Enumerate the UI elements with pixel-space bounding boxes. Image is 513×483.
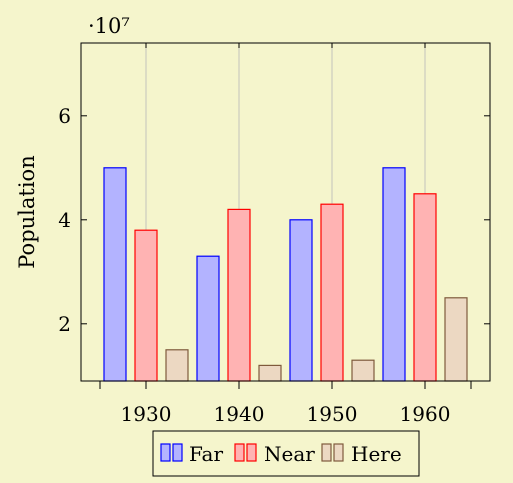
bar-near-1940 <box>227 208 251 382</box>
legend-swatch-near-a <box>234 443 245 462</box>
plot-frame <box>80 42 491 382</box>
y-tick-label-6: 6 <box>58 104 71 128</box>
y-tick-label-2: 2 <box>58 312 71 336</box>
y-tick-label-4: 4 <box>58 208 71 232</box>
legend-box <box>152 430 420 477</box>
bar-far-1930 <box>103 167 127 382</box>
legend-label-near: Near <box>264 442 315 466</box>
legend-swatch-here-a <box>321 443 332 462</box>
bar-here-1960 <box>444 297 468 382</box>
bar-near-1950 <box>320 203 344 382</box>
legend-swatch-here-b <box>333 443 344 462</box>
axis-ticks <box>81 43 490 389</box>
x-tick-label-1930: 1930 <box>121 402 172 426</box>
legend-label-far: Far <box>189 442 223 466</box>
bar-here-1940 <box>258 364 282 382</box>
bar-near-1930 <box>134 229 158 382</box>
legend-swatch-far-a <box>160 443 171 462</box>
tick-labels: 1930 1940 1950 1960 2 4 6 <box>58 104 450 426</box>
bar-here-1950 <box>351 359 375 382</box>
x-tick-label-1940: 1940 <box>214 402 265 426</box>
x-tick-label-1960: 1960 <box>400 402 451 426</box>
legend-swatch-far-b <box>172 443 183 462</box>
legend-label-here: Here <box>351 442 402 466</box>
x-tick-label-1950: 1950 <box>307 402 358 426</box>
bar-near-1960 <box>413 193 437 382</box>
y-axis-label: Population <box>15 155 39 268</box>
y-multiplier: ·10⁷ <box>88 14 130 38</box>
legend: Far Near Here <box>152 430 420 477</box>
bars <box>103 167 468 382</box>
bar-far-1950 <box>289 219 313 382</box>
bar-far-1960 <box>382 167 406 382</box>
bar-here-1930 <box>165 349 189 382</box>
bar-far-1940 <box>196 255 220 382</box>
legend-swatch-near-b <box>246 443 257 462</box>
